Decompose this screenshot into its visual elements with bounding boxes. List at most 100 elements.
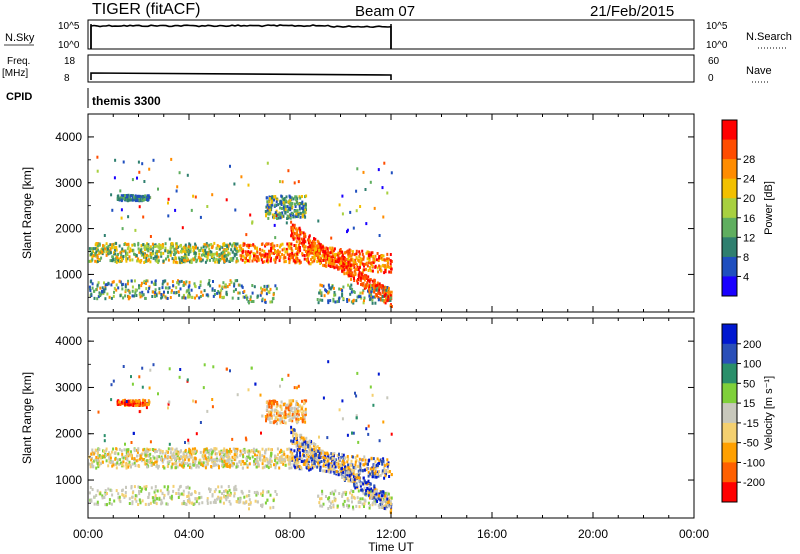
colorbar-swatch bbox=[722, 462, 737, 483]
data-cell bbox=[169, 451, 172, 455]
data-cell bbox=[209, 284, 212, 288]
data-cell bbox=[271, 416, 273, 420]
data-cell bbox=[297, 460, 300, 464]
data-cell bbox=[274, 408, 277, 412]
data-cell bbox=[293, 223, 296, 227]
data-cell bbox=[312, 246, 315, 250]
data-cell bbox=[119, 403, 122, 406]
data-cell bbox=[174, 208, 177, 212]
data-cell bbox=[93, 459, 96, 463]
data-cell bbox=[150, 463, 153, 467]
data-cell bbox=[387, 501, 390, 505]
data-cell bbox=[369, 482, 372, 486]
data-cell bbox=[224, 244, 227, 247]
data-cell bbox=[274, 260, 277, 264]
data-cell bbox=[349, 472, 351, 476]
data-cell bbox=[170, 157, 173, 161]
data-cell bbox=[187, 438, 190, 442]
data-cell bbox=[131, 294, 134, 298]
data-cell bbox=[270, 406, 273, 409]
data-cell bbox=[96, 155, 99, 159]
data-cell bbox=[331, 459, 334, 463]
data-cell bbox=[190, 288, 193, 292]
data-cell bbox=[299, 215, 302, 219]
data-cell bbox=[146, 242, 149, 246]
data-cell bbox=[224, 248, 227, 252]
data-cell bbox=[354, 466, 357, 470]
data-cell bbox=[351, 252, 354, 256]
data-cell bbox=[191, 459, 194, 463]
data-cell bbox=[225, 459, 227, 463]
data-cell bbox=[373, 281, 376, 285]
data-cell bbox=[319, 243, 322, 247]
data-cell bbox=[379, 265, 382, 269]
data-cell bbox=[286, 210, 289, 214]
data-cell bbox=[226, 465, 229, 468]
data-cell bbox=[322, 455, 325, 459]
data-cell bbox=[203, 448, 206, 452]
data-cell bbox=[308, 245, 311, 248]
data-cell bbox=[276, 403, 279, 407]
data-cell bbox=[200, 246, 203, 250]
data-cell bbox=[267, 410, 270, 414]
data-cell bbox=[115, 489, 118, 493]
data-cell bbox=[290, 454, 293, 457]
data-cell bbox=[89, 280, 92, 284]
data-cell bbox=[355, 414, 358, 418]
data-cell bbox=[292, 399, 295, 403]
data-cell bbox=[354, 261, 357, 265]
data-cell bbox=[301, 419, 304, 423]
data-cell bbox=[224, 463, 227, 466]
data-cell bbox=[299, 211, 302, 215]
data-cell bbox=[237, 497, 240, 501]
data-cell bbox=[371, 297, 374, 301]
data-cell bbox=[290, 399, 293, 403]
data-cell bbox=[161, 450, 164, 453]
data-cell bbox=[265, 448, 268, 452]
data-cell bbox=[365, 427, 368, 431]
data-cell bbox=[120, 449, 123, 453]
data-cell bbox=[190, 466, 193, 470]
data-cell bbox=[332, 249, 335, 253]
data-cell bbox=[146, 194, 149, 198]
data-cell bbox=[313, 237, 315, 241]
data-cell bbox=[283, 198, 286, 201]
data-cell bbox=[328, 255, 331, 258]
data-cell bbox=[269, 259, 272, 263]
colorbar-tick-label: -15 bbox=[743, 418, 759, 430]
data-cell bbox=[141, 162, 144, 166]
data-cell bbox=[274, 466, 277, 470]
data-cell bbox=[231, 243, 234, 247]
data-cell bbox=[281, 458, 284, 462]
data-cell bbox=[347, 463, 350, 467]
data-cell bbox=[125, 251, 128, 255]
data-cell bbox=[370, 290, 373, 294]
data-cell bbox=[260, 286, 262, 290]
data-cell bbox=[284, 205, 287, 209]
data-cell bbox=[382, 490, 385, 494]
data-cell bbox=[357, 473, 360, 477]
data-cell bbox=[188, 284, 191, 288]
data-cell bbox=[183, 296, 186, 300]
data-cell bbox=[89, 289, 92, 292]
data-cell bbox=[296, 456, 299, 460]
data-cell bbox=[336, 504, 339, 508]
data-cell bbox=[352, 505, 354, 509]
data-cell bbox=[356, 281, 359, 285]
data-cell bbox=[206, 497, 209, 501]
data-cell bbox=[138, 205, 141, 209]
data-cell bbox=[387, 492, 390, 496]
data-cell bbox=[366, 257, 369, 261]
data-cell bbox=[169, 455, 172, 459]
data-cell bbox=[137, 503, 140, 506]
data-cell bbox=[128, 291, 131, 295]
data-cell bbox=[122, 255, 125, 258]
data-cell bbox=[293, 449, 296, 453]
data-cell bbox=[235, 248, 238, 252]
data-cell bbox=[267, 242, 270, 246]
data-cell bbox=[233, 494, 236, 498]
data-cell bbox=[331, 456, 334, 460]
data-cell bbox=[194, 195, 197, 199]
data-cell bbox=[190, 208, 193, 212]
data-cell bbox=[374, 460, 377, 464]
